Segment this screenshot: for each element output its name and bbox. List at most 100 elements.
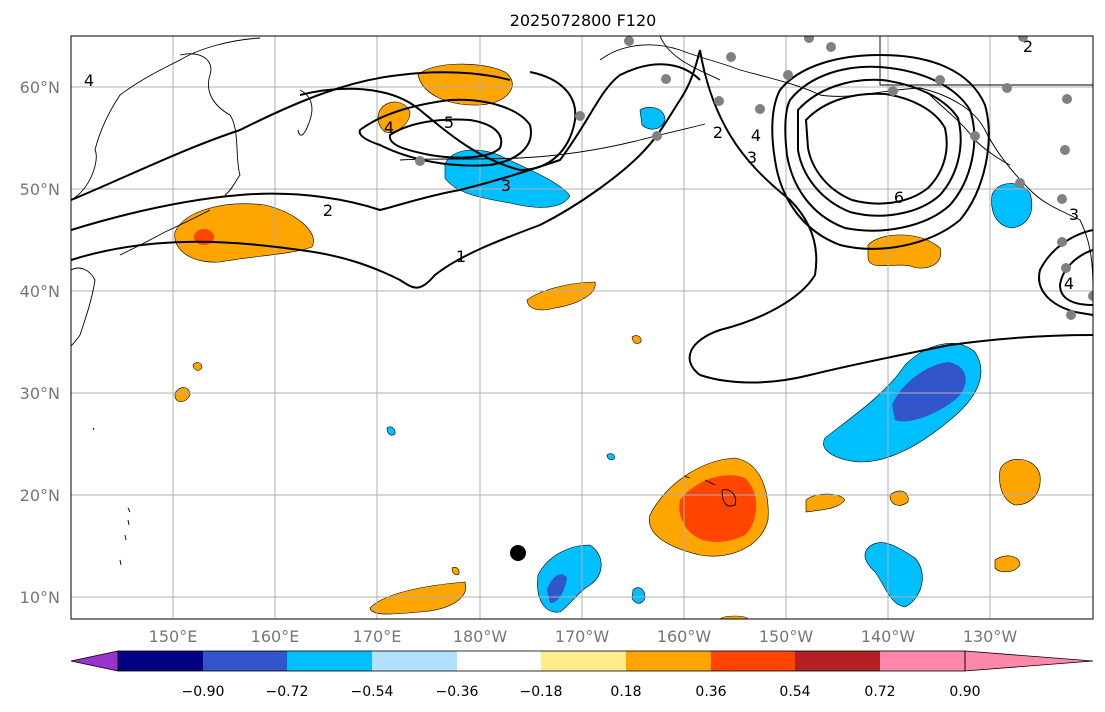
station-marker bbox=[661, 74, 671, 84]
colorbar-segment bbox=[541, 651, 626, 671]
station-marker bbox=[1066, 310, 1076, 320]
contour-label: 3 bbox=[747, 148, 757, 167]
contour-line bbox=[71, 49, 701, 289]
contour-line bbox=[771, 53, 990, 250]
colorbar-segment bbox=[795, 651, 880, 671]
station-marker bbox=[726, 52, 736, 62]
station-marker bbox=[804, 36, 814, 43]
negative-anomaly-region bbox=[991, 183, 1033, 229]
kuril-islands bbox=[119, 209, 211, 256]
contour-label: 4 bbox=[751, 126, 761, 145]
colorbar-tick-label: −0.72 bbox=[266, 684, 309, 700]
contour-label: 3 bbox=[1069, 205, 1079, 224]
contour-line bbox=[71, 63, 701, 231]
colorbar-segment bbox=[372, 651, 457, 671]
station-marker bbox=[935, 75, 945, 85]
station-marker bbox=[415, 156, 425, 166]
station-marker bbox=[1002, 83, 1012, 93]
contour-line bbox=[797, 78, 962, 217]
colorbar-tick-label: 0.54 bbox=[779, 684, 810, 700]
lon-label: 150°W bbox=[759, 627, 814, 646]
station-marker bbox=[575, 111, 585, 121]
station-marker bbox=[624, 36, 634, 46]
station-marker bbox=[1061, 263, 1071, 273]
negative-anomaly-region bbox=[606, 453, 615, 461]
colorbar-tick-label: −0.90 bbox=[182, 684, 225, 700]
colorbar-segment bbox=[287, 651, 372, 671]
lon-label: 150°E bbox=[149, 627, 198, 646]
lat-label: 10°N bbox=[20, 588, 60, 607]
latitude-labels: 60°N 50°N 40°N 30°N 20°N 10°N bbox=[20, 78, 60, 607]
lat-label: 40°N bbox=[20, 282, 60, 301]
lon-label: 170°E bbox=[353, 627, 402, 646]
positive-anomaly-region bbox=[192, 362, 203, 371]
contour-label: 5 bbox=[444, 113, 454, 132]
positive-anomaly-region bbox=[994, 555, 1021, 573]
contour-label: 3 bbox=[501, 176, 511, 195]
station-marker bbox=[652, 131, 662, 141]
contour-label: 4 bbox=[84, 71, 94, 90]
lat-label: 30°N bbox=[20, 384, 60, 403]
station-marker bbox=[1057, 237, 1067, 247]
positive-anomaly-region bbox=[526, 281, 596, 311]
station-marker bbox=[755, 104, 765, 114]
colorbar-segment bbox=[118, 651, 203, 671]
positive-anomaly-region bbox=[889, 490, 909, 506]
map-frame bbox=[70, 35, 1094, 620]
contour-label: 4 bbox=[1064, 274, 1074, 293]
colorbar-tick-label: −0.36 bbox=[436, 684, 479, 700]
station-marker bbox=[1088, 291, 1093, 301]
contour-line bbox=[784, 65, 976, 232]
lon-label: 170°W bbox=[555, 627, 610, 646]
colorbar-segment bbox=[457, 651, 541, 671]
kamchatka-coastline bbox=[297, 89, 313, 136]
colorbar-extend-low bbox=[70, 650, 119, 672]
colorbar-segment bbox=[203, 651, 287, 671]
hawaii-islands bbox=[683, 475, 737, 507]
contour-label: 2 bbox=[323, 201, 333, 220]
lon-label: 180°W bbox=[453, 627, 508, 646]
lon-label: 160°W bbox=[657, 627, 712, 646]
station-markers bbox=[415, 36, 1093, 320]
strong-positive-anomaly-region bbox=[679, 475, 757, 542]
map-title: 2025072800 F120 bbox=[510, 11, 657, 30]
colorbar: −0.90 −0.72 −0.54 −0.36 −0.18 0.18 0.36 … bbox=[70, 650, 1094, 700]
contour-label: 2 bbox=[713, 123, 723, 142]
contour-label: 4 bbox=[384, 118, 394, 137]
lat-label: 60°N bbox=[20, 78, 60, 97]
contour-line bbox=[804, 92, 948, 205]
contour-line bbox=[299, 71, 577, 172]
colorbar-extend-high bbox=[964, 650, 1094, 672]
aleutian-islands bbox=[399, 123, 706, 161]
negative-anomaly-region bbox=[864, 542, 923, 608]
positive-anomaly-region bbox=[451, 566, 460, 576]
colorbar-tick-label: 0.18 bbox=[610, 684, 641, 700]
lon-label: 130°W bbox=[963, 627, 1018, 646]
moderate-negative-anomaly-region bbox=[892, 362, 966, 422]
contour-line bbox=[388, 118, 503, 159]
station-marker bbox=[1015, 178, 1025, 188]
station-marker bbox=[888, 86, 898, 96]
positive-anomaly-region bbox=[867, 234, 942, 269]
longitude-labels: 150°E 160°E 170°E 180°W 170°W 160°W 150°… bbox=[149, 627, 1018, 646]
height-contours bbox=[71, 49, 1093, 384]
lon-label: 140°W bbox=[861, 627, 916, 646]
positive-anomaly-region bbox=[631, 335, 642, 344]
station-marker bbox=[826, 42, 836, 52]
colorbar-tick-label: 0.90 bbox=[949, 684, 980, 700]
asia-coastline bbox=[71, 37, 261, 201]
graticule bbox=[71, 36, 1093, 619]
lat-label: 20°N bbox=[20, 486, 60, 505]
moderate-negative-anomaly-region bbox=[547, 574, 567, 604]
contour-line bbox=[1038, 229, 1093, 316]
alaska-inland bbox=[659, 36, 1093, 86]
anomaly-shading bbox=[174, 63, 1041, 619]
station-marker bbox=[1057, 194, 1067, 204]
contour-line bbox=[1058, 249, 1093, 306]
contour-label: 6 bbox=[894, 188, 904, 207]
colorbar-segment bbox=[711, 651, 795, 671]
station-marker bbox=[970, 131, 980, 141]
negative-anomaly-region bbox=[631, 587, 646, 604]
station-marker bbox=[1018, 36, 1028, 42]
